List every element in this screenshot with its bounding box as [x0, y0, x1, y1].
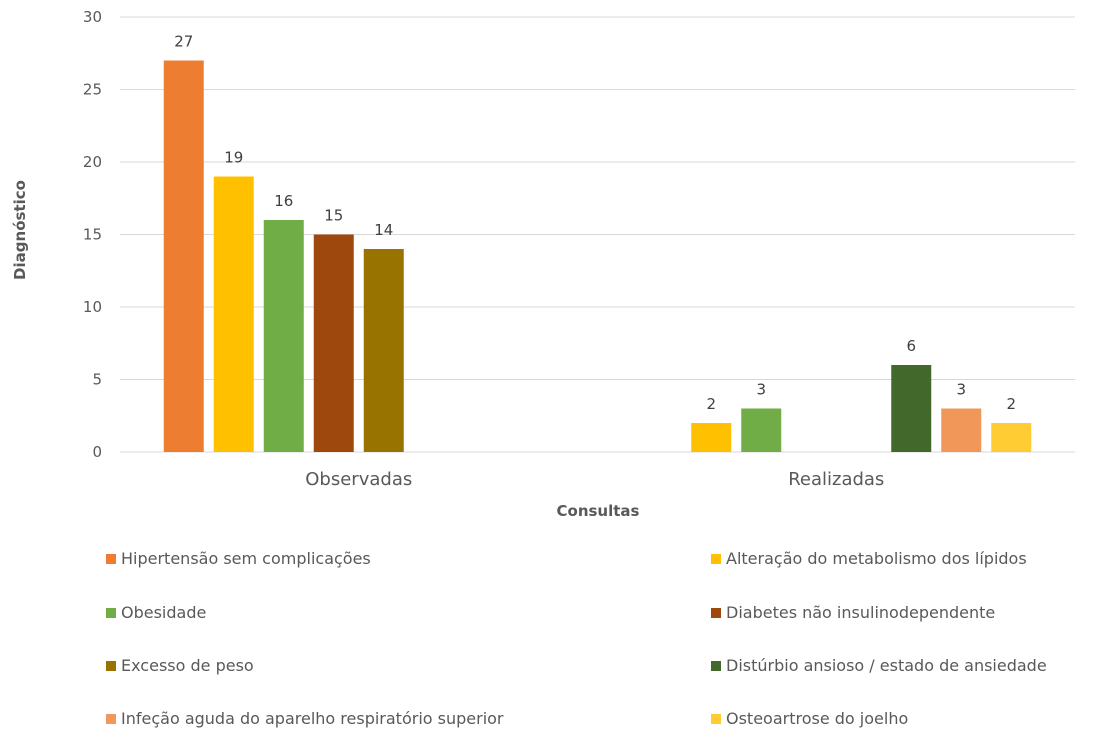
legend-swatch: [711, 608, 721, 618]
legend-label: Alteração do metabolismo dos lípidos: [726, 549, 1027, 568]
y-axis-ticks: 0 5 10 15 20 25 30: [83, 8, 102, 461]
data-label: 14: [374, 221, 393, 239]
bar: [691, 423, 732, 452]
data-label: 3: [956, 381, 966, 399]
legend-label: Distúrbio ansioso / estado de ansiedade: [726, 656, 1047, 675]
data-labels: 27 19 16 15 14 2 3 6 3 2: [174, 33, 1016, 414]
legend-label: Hipertensão sem complicações: [121, 549, 371, 568]
data-label: 15: [324, 207, 343, 225]
data-label: 2: [706, 395, 716, 413]
legend-item: Excesso de peso: [106, 656, 254, 675]
category-label: Realizadas: [788, 469, 884, 490]
bar: [941, 408, 982, 452]
legend-swatch: [106, 608, 116, 618]
bar: [213, 176, 254, 452]
legend-label: Obesidade: [121, 603, 206, 622]
legend-item: Hipertensão sem complicações: [106, 549, 371, 568]
y-tick-label: 25: [83, 81, 102, 99]
data-label: 2: [1006, 395, 1016, 413]
legend-label: Excesso de peso: [121, 656, 254, 675]
legend-item: Infeção aguda do aparelho respiratório s…: [106, 709, 504, 728]
bar: [363, 249, 404, 452]
y-tick-label: 10: [83, 298, 102, 316]
y-tick-label: 5: [92, 371, 102, 389]
bar: [263, 220, 304, 452]
legend-swatch: [106, 554, 116, 564]
legend: Hipertensão sem complicações Alteração do…: [106, 549, 1047, 728]
category-labels: Observadas Realizadas: [305, 469, 884, 490]
legend-swatch: [711, 554, 721, 564]
data-label: 27: [174, 33, 193, 51]
legend-swatch: [711, 714, 721, 724]
bars: [163, 60, 1032, 452]
category-label: Observadas: [305, 469, 412, 490]
legend-item: Distúrbio ansioso / estado de ansiedade: [711, 656, 1047, 675]
legend-item: Obesidade: [106, 603, 206, 622]
y-tick-label: 30: [83, 8, 102, 26]
x-axis-title: Consultas: [557, 502, 640, 520]
y-tick-label: 0: [92, 443, 102, 461]
legend-swatch: [106, 661, 116, 671]
bar: [741, 408, 782, 452]
data-label: 16: [274, 192, 293, 210]
legend-item: Diabetes não insulinodependente: [711, 603, 995, 622]
legend-swatch: [711, 661, 721, 671]
data-label: 6: [906, 337, 916, 355]
bar: [991, 423, 1032, 452]
y-tick-label: 15: [83, 226, 102, 244]
legend-label: Infeção aguda do aparelho respiratório s…: [121, 709, 504, 728]
bar: [313, 234, 354, 452]
legend-swatch: [106, 714, 116, 724]
gridlines: [120, 16, 1075, 453]
data-label: 3: [756, 381, 766, 399]
legend-item: Alteração do metabolismo dos lípidos: [711, 549, 1027, 568]
y-tick-label: 20: [83, 153, 102, 171]
legend-item: Osteoartrose do joelho: [711, 709, 908, 728]
bar: [163, 60, 204, 452]
legend-label: Osteoartrose do joelho: [726, 709, 908, 728]
y-axis-title: Diagnóstico: [11, 180, 29, 280]
data-label: 19: [224, 149, 243, 167]
bar: [891, 365, 932, 452]
legend-label: Diabetes não insulinodependente: [726, 603, 995, 622]
